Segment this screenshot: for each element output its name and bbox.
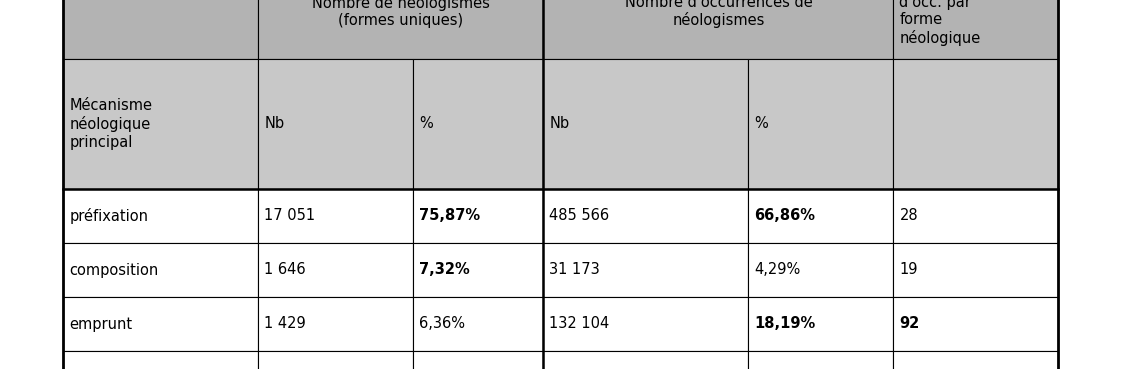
Bar [543,189,748,243]
Bar [258,243,414,297]
Text: 6,36%: 6,36% [420,317,466,331]
Text: 75,87%: 75,87% [420,208,480,224]
Bar [258,351,414,369]
Bar [258,59,414,189]
Text: 485 566: 485 566 [550,208,609,224]
Bar [893,297,1058,351]
Text: composition: composition [70,262,158,277]
Text: Nombre d'occurrences de
néologismes: Nombre d'occurrences de néologismes [625,0,812,28]
Text: 132 104: 132 104 [550,317,609,331]
Bar [414,351,543,369]
Bar [748,189,893,243]
Text: emprunt: emprunt [70,317,132,331]
Text: 28: 28 [900,208,918,224]
Bar [893,59,1058,189]
Bar [64,297,258,351]
Text: 7,32%: 7,32% [420,262,470,277]
Text: 1 429: 1 429 [265,317,306,331]
Text: 19: 19 [900,262,918,277]
Bar [748,351,893,369]
Bar [543,297,748,351]
Text: Mécanisme
néologique
principal: Mécanisme néologique principal [70,99,153,149]
Text: %: % [754,117,769,131]
Text: préfixation: préfixation [70,208,148,224]
Bar [414,243,543,297]
Bar [543,243,748,297]
Text: %: % [420,117,433,131]
Text: 17 051: 17 051 [265,208,315,224]
Bar [893,351,1058,369]
Text: Nb: Nb [265,117,285,131]
Text: 66,86%: 66,86% [754,208,816,224]
Text: Moyenne
d'occ. par
forme
néologique: Moyenne d'occ. par forme néologique [900,0,981,46]
Bar [414,297,543,351]
Text: 18,19%: 18,19% [754,317,816,331]
Bar [414,189,543,243]
Text: 4,29%: 4,29% [754,262,801,277]
Bar [258,189,414,243]
Bar [748,59,893,189]
Bar [543,351,748,369]
Text: 31 173: 31 173 [550,262,600,277]
Bar [748,297,893,351]
Bar [64,0,258,59]
Bar [64,0,1058,369]
Bar [258,297,414,351]
Bar [893,243,1058,297]
Bar [543,0,893,59]
Text: 1 646: 1 646 [265,262,306,277]
Bar [893,189,1058,243]
Text: Nombre de néologismes
(formes uniques): Nombre de néologismes (formes uniques) [312,0,490,28]
Bar [258,0,543,59]
Bar [748,243,893,297]
Bar [64,351,258,369]
Bar [64,59,258,189]
Bar [64,243,258,297]
Bar [893,0,1058,59]
Bar [543,59,748,189]
Text: 92: 92 [900,317,920,331]
Bar [414,59,543,189]
Bar [64,189,258,243]
Text: Nb: Nb [550,117,570,131]
